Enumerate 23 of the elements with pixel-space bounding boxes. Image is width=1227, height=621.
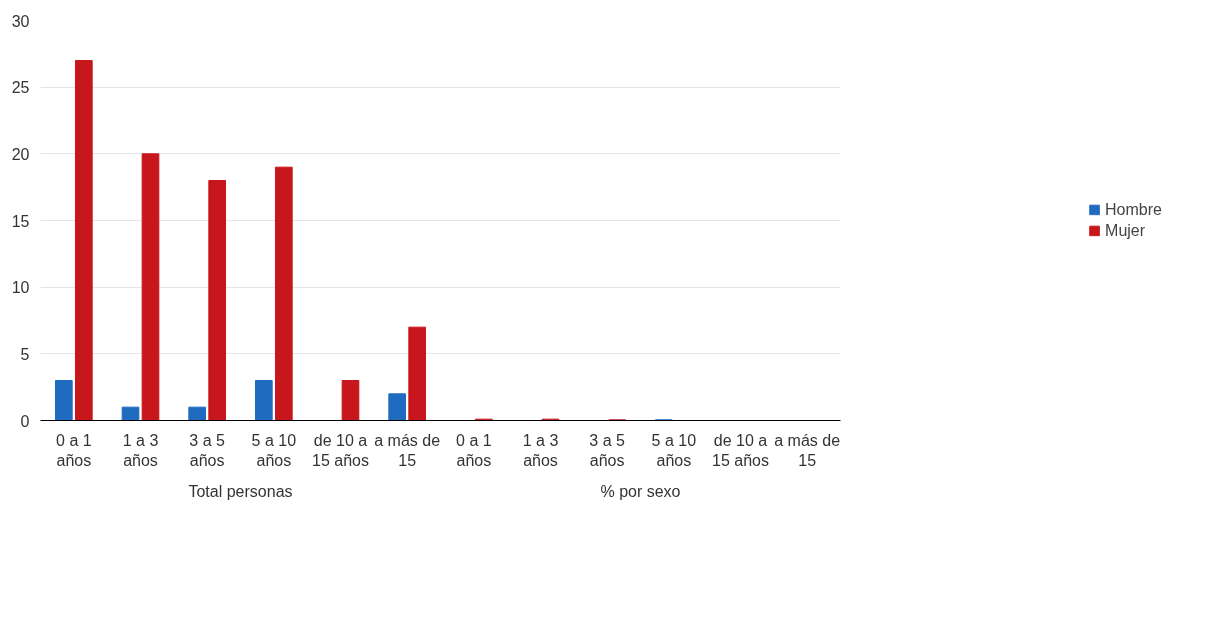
x-tick-label: 1 a 3 años bbox=[522, 431, 559, 469]
legend-label: Mujer bbox=[1105, 221, 1146, 240]
x-tick-label: 0 a 1 años bbox=[56, 431, 92, 469]
x-tick-label: de 10 a 15 años bbox=[712, 431, 769, 469]
x-tick-label: 5 a 10 años bbox=[651, 431, 697, 469]
y-tick-label: 30 bbox=[11, 12, 30, 30]
text: Total personas bbox=[188, 482, 293, 500]
x-tick-label: 1 a 3 años bbox=[122, 431, 159, 469]
x-tick-label: a más de 15 bbox=[374, 431, 441, 469]
y-tick-label: 10 bbox=[11, 279, 30, 297]
x-tick-label: 3 a 5 años bbox=[589, 431, 626, 469]
y-tick-label: 0 bbox=[20, 412, 30, 430]
y-tick-label: 5 bbox=[20, 345, 30, 363]
x-tick-label: 0 a 1 años bbox=[456, 431, 492, 469]
y-tick-label: 15 bbox=[11, 212, 30, 230]
y-tick-label: 25 bbox=[11, 79, 30, 97]
x-tick-label: 5 a 10 años bbox=[251, 431, 297, 469]
legend-label: Hombre bbox=[1105, 200, 1162, 219]
x-tick-label: a más de 15 bbox=[774, 431, 841, 469]
x-tick-label: 3 a 5 años bbox=[189, 431, 226, 469]
text: % por sexo bbox=[600, 482, 681, 500]
x-tick-label: de 10 a 15 años bbox=[312, 431, 369, 469]
y-tick-label: 20 bbox=[11, 145, 30, 163]
